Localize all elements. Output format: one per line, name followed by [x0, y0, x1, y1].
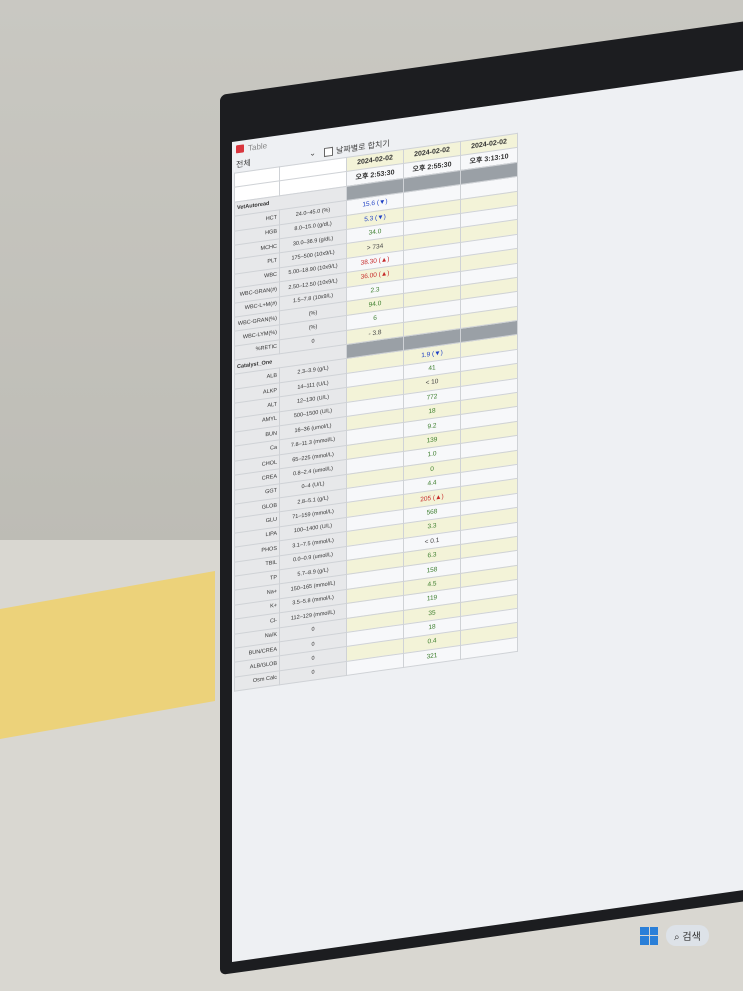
- taskbar-search[interactable]: ⌕ 검색: [666, 925, 709, 946]
- filter-value: 전체: [236, 158, 251, 170]
- chevron-down-icon: ⌄: [309, 148, 316, 159]
- windows-start-icon[interactable]: [640, 926, 658, 945]
- taskbar: ⌕ 검색: [640, 925, 709, 946]
- checkbox-box[interactable]: [324, 146, 333, 158]
- search-label: 검색: [682, 932, 701, 943]
- window-title: Table: [248, 140, 268, 153]
- search-icon: ⌕: [674, 932, 680, 943]
- app-icon: [236, 144, 244, 154]
- monitor-screen: Table 전체 ⌄ 날짜별로 합치기 2024-02-02 2024-02-0…: [232, 70, 743, 962]
- results-table: 2024-02-02 2024-02-02 2024-02-02 오후 2:53…: [234, 133, 518, 692]
